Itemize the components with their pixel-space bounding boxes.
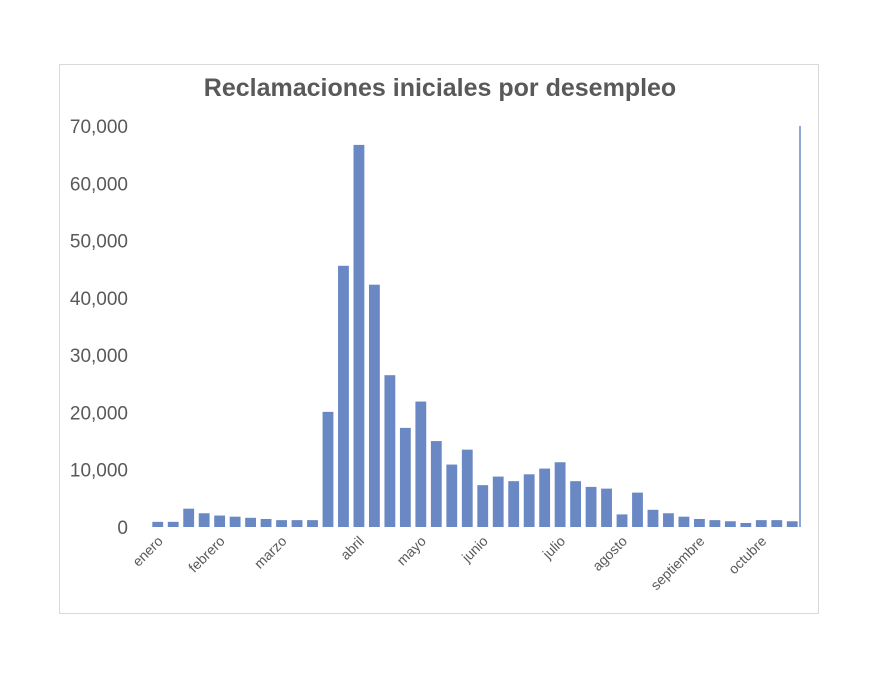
bar bbox=[492, 476, 504, 527]
bar bbox=[724, 521, 736, 527]
bar bbox=[554, 462, 566, 527]
x-tick-label: mayo bbox=[393, 533, 429, 569]
x-tick-label: febrero bbox=[185, 533, 228, 576]
y-axis: 0 10,000 20,000 30,000 40,000 50,000 60,000 70,… bbox=[70, 117, 128, 539]
chart-title: Reclamaciones iniciales por desempleo bbox=[203, 74, 677, 102]
bar bbox=[461, 449, 473, 527]
bar bbox=[229, 516, 241, 527]
y-tick-label: 10,000 bbox=[70, 461, 128, 482]
bar bbox=[214, 515, 226, 527]
bar bbox=[477, 485, 489, 527]
bar bbox=[523, 474, 535, 527]
x-tick-label: octubre bbox=[725, 533, 769, 577]
bar bbox=[678, 516, 690, 527]
bar bbox=[771, 520, 783, 527]
x-axis: enero febrero marzo abril mayo junio julio agos… bbox=[129, 533, 769, 593]
bar bbox=[663, 513, 674, 527]
y-tick-label: 60,000 bbox=[70, 174, 128, 195]
y-tick-label: 50,000 bbox=[70, 232, 128, 253]
bar bbox=[291, 520, 303, 527]
bar bbox=[786, 521, 798, 527]
bar bbox=[322, 411, 334, 527]
bar bbox=[353, 144, 365, 527]
chart-frame bbox=[59, 64, 819, 614]
bar bbox=[245, 517, 257, 527]
bar bbox=[616, 514, 628, 527]
bar bbox=[570, 481, 582, 527]
bars bbox=[152, 126, 801, 527]
bar bbox=[601, 488, 612, 527]
bar bbox=[740, 522, 752, 527]
y-tick-label: 20,000 bbox=[70, 403, 128, 424]
bar bbox=[508, 481, 520, 527]
x-tick-label: abril bbox=[337, 533, 367, 563]
bar bbox=[399, 427, 411, 527]
bar bbox=[446, 464, 458, 527]
bar bbox=[415, 401, 427, 527]
bar bbox=[430, 441, 442, 527]
y-tick-label: 40,000 bbox=[70, 289, 128, 310]
x-tick-label: enero bbox=[129, 533, 166, 570]
bar bbox=[276, 520, 287, 527]
bar bbox=[647, 509, 659, 527]
bar bbox=[260, 518, 272, 527]
bar bbox=[167, 521, 179, 527]
bar bbox=[307, 520, 318, 527]
bar bbox=[709, 520, 721, 527]
x-tick-label: agosto bbox=[589, 533, 630, 574]
x-tick-label: julio bbox=[539, 533, 569, 563]
x-tick-label: septiembre bbox=[647, 533, 707, 593]
bar bbox=[152, 521, 164, 527]
y-tick-label: 30,000 bbox=[70, 346, 128, 367]
bar bbox=[539, 468, 551, 527]
bar bbox=[693, 518, 705, 527]
bar bbox=[384, 375, 396, 527]
bar bbox=[183, 508, 195, 527]
bar bbox=[368, 284, 380, 527]
y-tick-label: 70,000 bbox=[70, 117, 128, 138]
y-tick-label: 0 bbox=[117, 518, 128, 539]
x-tick-label: junio bbox=[458, 533, 491, 566]
bar bbox=[755, 520, 767, 527]
x-tick-label: marzo bbox=[251, 533, 290, 572]
bar bbox=[338, 265, 349, 527]
bar bbox=[632, 492, 643, 527]
bar bbox=[198, 513, 210, 527]
bar bbox=[585, 486, 597, 527]
